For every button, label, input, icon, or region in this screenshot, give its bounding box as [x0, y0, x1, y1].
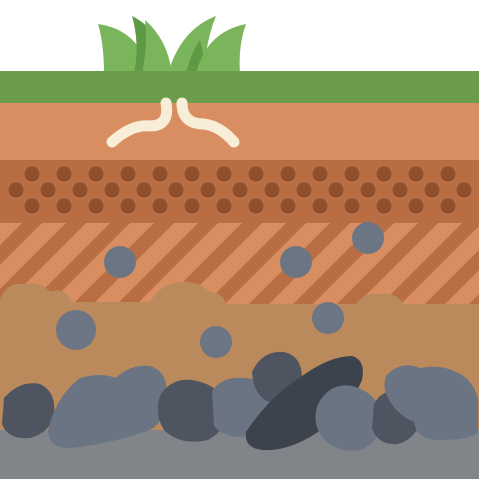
soil-dot [120, 166, 136, 182]
stripe [380, 223, 479, 305]
soil-dot [136, 182, 152, 198]
soil-dot [264, 182, 280, 198]
grass-blade [142, 20, 172, 74]
stripe [336, 223, 438, 305]
stripe [468, 294, 479, 305]
stripe [28, 223, 130, 305]
stripe [424, 250, 479, 305]
soil-dot [440, 166, 456, 182]
rocks [2, 351, 478, 451]
soil-dot [72, 182, 88, 198]
roots [106, 97, 240, 148]
rock [2, 383, 55, 439]
soil-dot [376, 198, 392, 214]
soil-dot [232, 182, 248, 198]
pebble [280, 246, 312, 278]
soil-dot [344, 166, 360, 182]
soil-dot [216, 198, 232, 214]
soil-dot [360, 182, 376, 198]
pebble [352, 222, 384, 254]
pebble [56, 310, 96, 350]
rock [384, 365, 478, 440]
pebble [104, 246, 136, 278]
pebble [200, 326, 232, 358]
grass-blade [196, 24, 246, 74]
soil-dot [296, 182, 312, 198]
topsoil-layer [0, 103, 479, 160]
soil-dot [24, 166, 40, 182]
grass-tuft [98, 16, 246, 74]
soil-dot [56, 166, 72, 182]
soil-dot [168, 182, 184, 198]
rock [245, 356, 363, 451]
soil-dot [456, 182, 472, 198]
soil-dot [344, 198, 360, 214]
stripe [204, 223, 306, 305]
root [176, 97, 240, 148]
soil-dots [8, 166, 472, 214]
soil-dot [184, 198, 200, 214]
grass-layer [0, 71, 479, 103]
soil-dot [280, 166, 296, 182]
pebbles [56, 222, 384, 358]
pebble [312, 302, 344, 334]
soil-dot [424, 182, 440, 198]
soil-dot [408, 166, 424, 182]
stripe [116, 223, 218, 305]
soil-dot [248, 198, 264, 214]
rock [315, 385, 383, 451]
soil-dot [312, 166, 328, 182]
soil-dot [248, 166, 264, 182]
soil-dot [88, 198, 104, 214]
soil-dot [280, 198, 296, 214]
soil-dot [200, 182, 216, 198]
rock [157, 379, 227, 442]
soil-dot [152, 198, 168, 214]
soil-dot [376, 166, 392, 182]
soil-dot [8, 182, 24, 198]
soil-dot [56, 198, 72, 214]
soil-dot [104, 182, 120, 198]
soil-dot [152, 166, 168, 182]
stripe [0, 223, 42, 265]
soil-dot [440, 198, 456, 214]
root [106, 97, 173, 148]
soil-dot [184, 166, 200, 182]
soil-dot [328, 182, 344, 198]
soil-dot [88, 166, 104, 182]
soil-dot [24, 198, 40, 214]
soil-dot [312, 198, 328, 214]
soil-dot [216, 166, 232, 182]
soil-dot [408, 198, 424, 214]
soil-dot [40, 182, 56, 198]
soil-dot [120, 198, 136, 214]
soil-dot [392, 182, 408, 198]
rock [48, 365, 167, 448]
